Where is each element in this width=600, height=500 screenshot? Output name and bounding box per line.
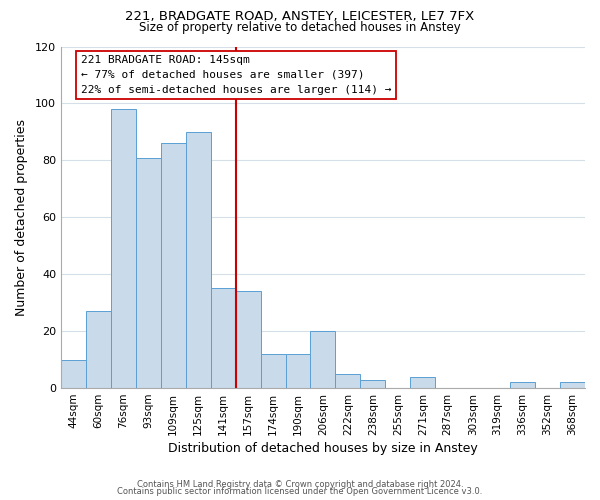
Text: 221 BRADGATE ROAD: 145sqm
← 77% of detached houses are smaller (397)
22% of semi: 221 BRADGATE ROAD: 145sqm ← 77% of detac… <box>81 55 391 94</box>
Text: 221, BRADGATE ROAD, ANSTEY, LEICESTER, LE7 7FX: 221, BRADGATE ROAD, ANSTEY, LEICESTER, L… <box>125 10 475 23</box>
Text: Contains public sector information licensed under the Open Government Licence v3: Contains public sector information licen… <box>118 488 482 496</box>
Bar <box>560 382 585 388</box>
Bar <box>186 132 211 388</box>
Bar <box>211 288 236 388</box>
Text: Contains HM Land Registry data © Crown copyright and database right 2024.: Contains HM Land Registry data © Crown c… <box>137 480 463 489</box>
Bar <box>310 331 335 388</box>
Bar <box>61 360 86 388</box>
Bar <box>361 380 385 388</box>
Bar <box>136 158 161 388</box>
Bar <box>260 354 286 388</box>
Y-axis label: Number of detached properties: Number of detached properties <box>15 119 28 316</box>
Text: Size of property relative to detached houses in Anstey: Size of property relative to detached ho… <box>139 21 461 34</box>
Bar <box>410 376 435 388</box>
Bar <box>286 354 310 388</box>
Bar <box>161 144 186 388</box>
X-axis label: Distribution of detached houses by size in Anstey: Distribution of detached houses by size … <box>168 442 478 455</box>
Bar <box>510 382 535 388</box>
Bar <box>236 292 260 388</box>
Bar <box>86 311 111 388</box>
Bar <box>335 374 361 388</box>
Bar <box>111 109 136 388</box>
